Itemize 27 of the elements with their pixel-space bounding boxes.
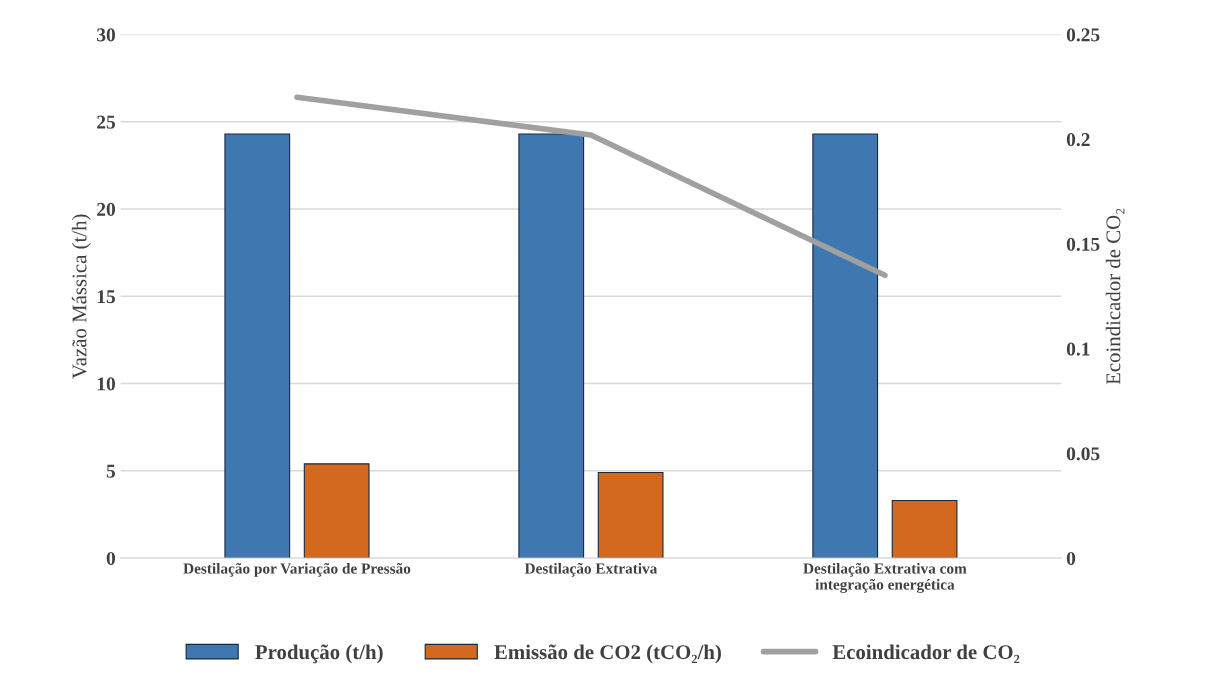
y2-tick-label: 0: [1066, 551, 1076, 566]
y2-axis-title: Ecoindicador de CO₂: [1105, 208, 1125, 385]
bar: [891, 499, 958, 559]
y-tick-label: 15: [97, 290, 116, 304]
y-tick-label: 30: [97, 28, 115, 42]
x-tick-label: Destilação por Variação de Pressão: [183, 562, 411, 577]
y2-tick-label: 0.2: [1066, 132, 1090, 147]
y2-tick-label: 0.1: [1066, 342, 1090, 356]
bar: [518, 133, 585, 559]
bar: [303, 463, 370, 559]
y-tick-label: 0: [106, 551, 115, 566]
legend-label: Emissão de CO2 (tCO₂/h): [494, 644, 721, 664]
bar: [224, 133, 291, 559]
y-tick-label: 20: [97, 202, 115, 216]
bar: [812, 133, 879, 559]
legend-label: Ecoindicador de CO₂: [832, 644, 1020, 664]
y-tick-label: 25: [97, 115, 116, 129]
y2-tick-label: 0.25: [1066, 28, 1100, 42]
legend-label: Produção (t/h): [255, 644, 383, 664]
x-tick-label: Destilação Extrativa com integração energética: [803, 562, 967, 593]
y-tick-label: 5: [106, 464, 116, 478]
x-tick-label: Destilação Extrativa: [524, 562, 658, 577]
bar: [597, 472, 664, 559]
y2-tick-label: 0.15: [1066, 237, 1100, 251]
y-tick-label: 10: [97, 377, 115, 391]
y-axis-title: Vazão Mássica (t/h): [71, 214, 91, 379]
y2-tick-label: 0.05: [1066, 447, 1100, 461]
